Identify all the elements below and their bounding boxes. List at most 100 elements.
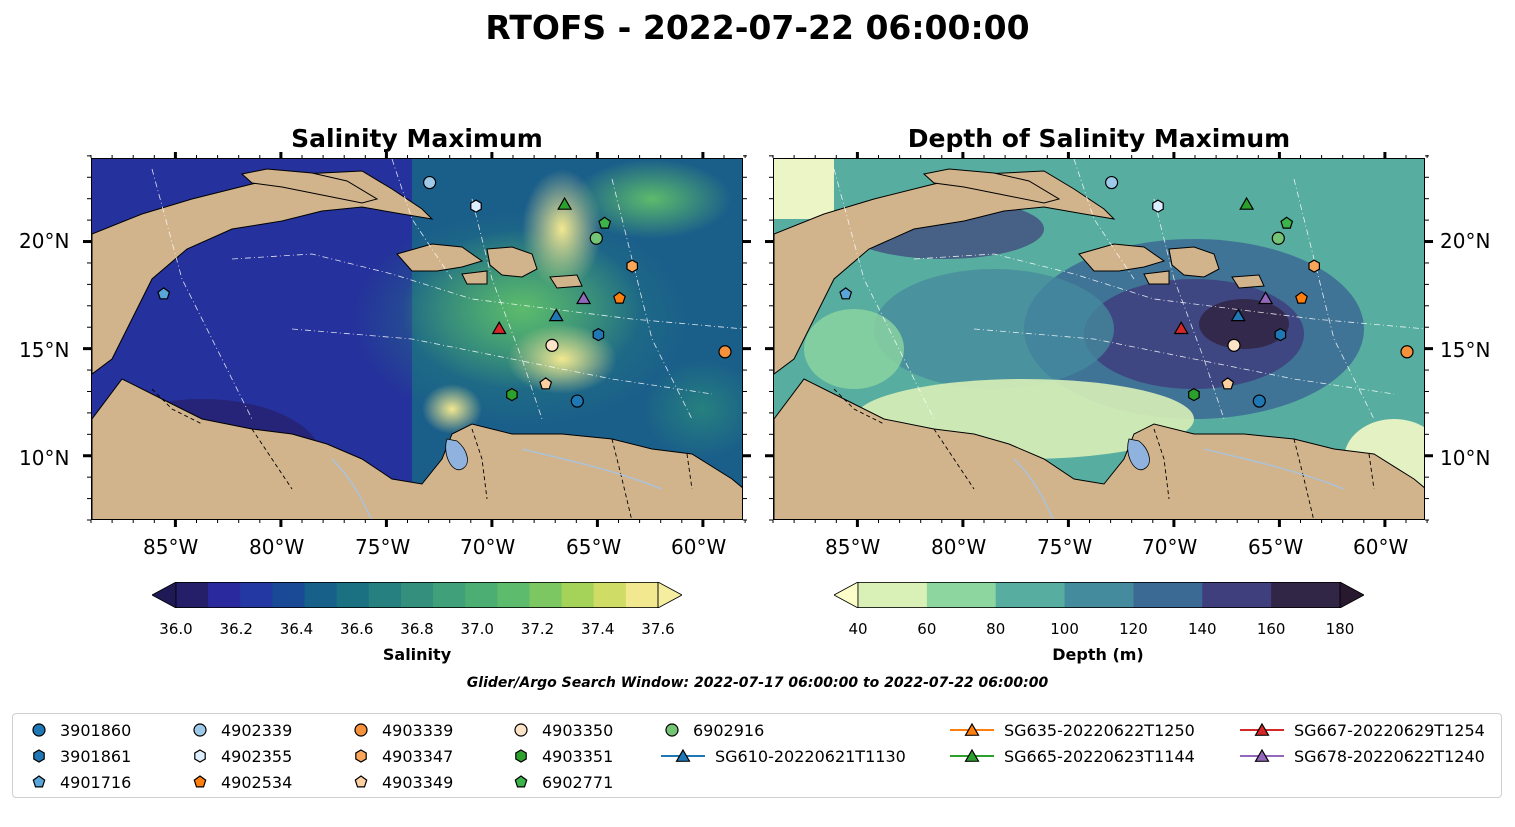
legend-marker-icon (665, 723, 679, 737)
legend-label: 4903350 (542, 720, 614, 740)
colorbar-bin (995, 582, 1066, 608)
colorbar-bin (1202, 582, 1272, 608)
observation-marker-3901860 (570, 394, 584, 408)
colorbar-bin (1271, 582, 1341, 608)
colorbar-outline (175, 582, 659, 608)
legend-marker-icon (514, 723, 528, 737)
colorbar-extend-low (834, 582, 859, 608)
legend: 3901860 3901861 4901716 4902339 4902355 49025… (12, 713, 1502, 798)
lon-label-left-65: 65°W (566, 535, 622, 559)
eez-boundaries (151, 159, 742, 420)
legend-label: 4902355 (221, 746, 293, 766)
legend-label: SG635-20220622T1250 (1004, 720, 1195, 740)
figure-title: RTOFS - 2022-07-22 06:00:00 (485, 8, 1030, 47)
salinity-colorbar (152, 582, 682, 608)
colorbar-tick-label: 36.4 (279, 620, 314, 638)
legend-item-sg635-20220622t1250: SG635-20220622T1250 (950, 720, 1195, 740)
colorbar-tick-label: 37.6 (641, 620, 675, 638)
lon-label-left-60: 60°W (671, 535, 727, 559)
legend-item-sg610-20220621t1130: SG610-20220621T1130 (661, 746, 906, 766)
observation-marker-sg678-20220622t1240 (576, 290, 592, 305)
observation-marker-4903349 (539, 377, 553, 390)
left-panel-title: Salinity Maximum (291, 124, 543, 153)
lat-label-left-10: 10°N (19, 446, 70, 470)
salinity-atlantic-green (572, 159, 732, 239)
legend-marker-icon (33, 749, 45, 763)
lon-label-left-75: 75°W (355, 535, 411, 559)
colorbar-tick-label: 120 (1119, 620, 1148, 638)
observation-marker-4902534 (1295, 291, 1308, 304)
legend-marker-icon (514, 775, 528, 788)
lon-label-right-80: 80°W (931, 535, 987, 559)
depth-gulf-shallow (774, 159, 834, 219)
depth-rivers (1013, 448, 1345, 519)
legend-label: 4903347 (382, 746, 454, 766)
legend-item-sg665-20220623t1144: SG665-20220623T1144 (950, 746, 1195, 766)
observation-marker-4903350 (1227, 338, 1241, 352)
observation-marker-4903350 (545, 338, 559, 352)
observation-marker-6902771 (1280, 216, 1294, 229)
lon-label-left-80: 80°W (249, 535, 305, 559)
legend-label: 3901861 (60, 746, 132, 766)
colorbar-bin (497, 582, 530, 608)
observation-marker-4903347 (1308, 259, 1321, 273)
depth-west-mid (874, 269, 1114, 389)
colorbar-outline (857, 582, 1341, 608)
lat-label-left-20: 20°N (19, 229, 70, 253)
legend-item-4903351: 4903351 (510, 746, 613, 766)
legend-marker-icon (354, 723, 368, 737)
colorbar-bin (529, 582, 563, 608)
observation-marker-4903339 (1400, 345, 1414, 359)
legend-item-4903349: 4903349 (350, 772, 453, 792)
observation-marker-sg667-20220629t1254 (1173, 320, 1189, 335)
colorbar-tick-label: 36.6 (340, 620, 374, 638)
legend-marker-icon (950, 748, 994, 762)
legend-marker-icon (950, 722, 994, 736)
observation-marker-4903351 (506, 387, 518, 402)
country-borders (151, 388, 693, 519)
legend-marker-icon (355, 749, 367, 763)
observation-marker-4903339 (718, 345, 732, 359)
legend-marker-icon (32, 723, 46, 737)
colorbar-bin (858, 582, 928, 608)
legend-item-3901861: 3901861 (28, 746, 131, 766)
colorbar-bin (208, 582, 241, 608)
observation-marker-3901861 (1274, 327, 1287, 342)
colorbar-tick-label: 36.8 (400, 620, 434, 638)
salinity-east-teal (642, 359, 742, 459)
legend-item-4902355: 4902355 (189, 746, 292, 766)
colorbar-bin (561, 582, 595, 608)
salinity-high-south (507, 324, 617, 394)
colorbar-tick-label: 100 (1050, 620, 1079, 638)
depth-country-borders (833, 388, 1375, 519)
colorbar-bin (465, 582, 498, 608)
colorbar-bin (368, 582, 402, 608)
colorbar-extend-low (152, 582, 177, 608)
legend-label: 4903339 (382, 720, 454, 740)
colorbar-bin (1133, 582, 1203, 608)
colorbar-extend-high (657, 582, 682, 608)
lat-label-right-15: 15°N (1440, 338, 1491, 362)
colorbar-tick-label: 36.0 (159, 620, 193, 638)
observation-marker-4903351 (1188, 387, 1200, 402)
search-window-note: Glider/Argo Search Window: 2022-07-17 06… (466, 675, 1049, 691)
legend-marker-icon (32, 775, 46, 788)
legend-label: 4902339 (221, 720, 293, 740)
legend-item-4903347: 4903347 (350, 746, 453, 766)
legend-item-4903339: 4903339 (350, 720, 453, 740)
legend-item-sg667-20220629t1254: SG667-20220629T1254 (1240, 720, 1485, 740)
colorbar-bin (176, 582, 209, 608)
depth-eez-boundaries (833, 159, 1424, 420)
observation-marker-4902534 (613, 291, 626, 304)
legend-label: 6902771 (542, 772, 614, 792)
legend-label: SG678-20220622T1240 (1294, 746, 1485, 766)
observation-marker-sg610-20220621t1130 (548, 308, 564, 322)
legend-label: SG610-20220621T1130 (715, 746, 906, 766)
legend-marker-icon (1240, 748, 1284, 762)
colorbar-bin (304, 582, 338, 608)
colorbar-tick-label: 160 (1256, 620, 1286, 638)
depth-lake-maracaibo (1127, 438, 1150, 471)
lon-label-right-65: 65°W (1248, 535, 1304, 559)
colorbar-tick-label: 80 (986, 620, 1006, 638)
colorbar-bin (272, 582, 306, 608)
